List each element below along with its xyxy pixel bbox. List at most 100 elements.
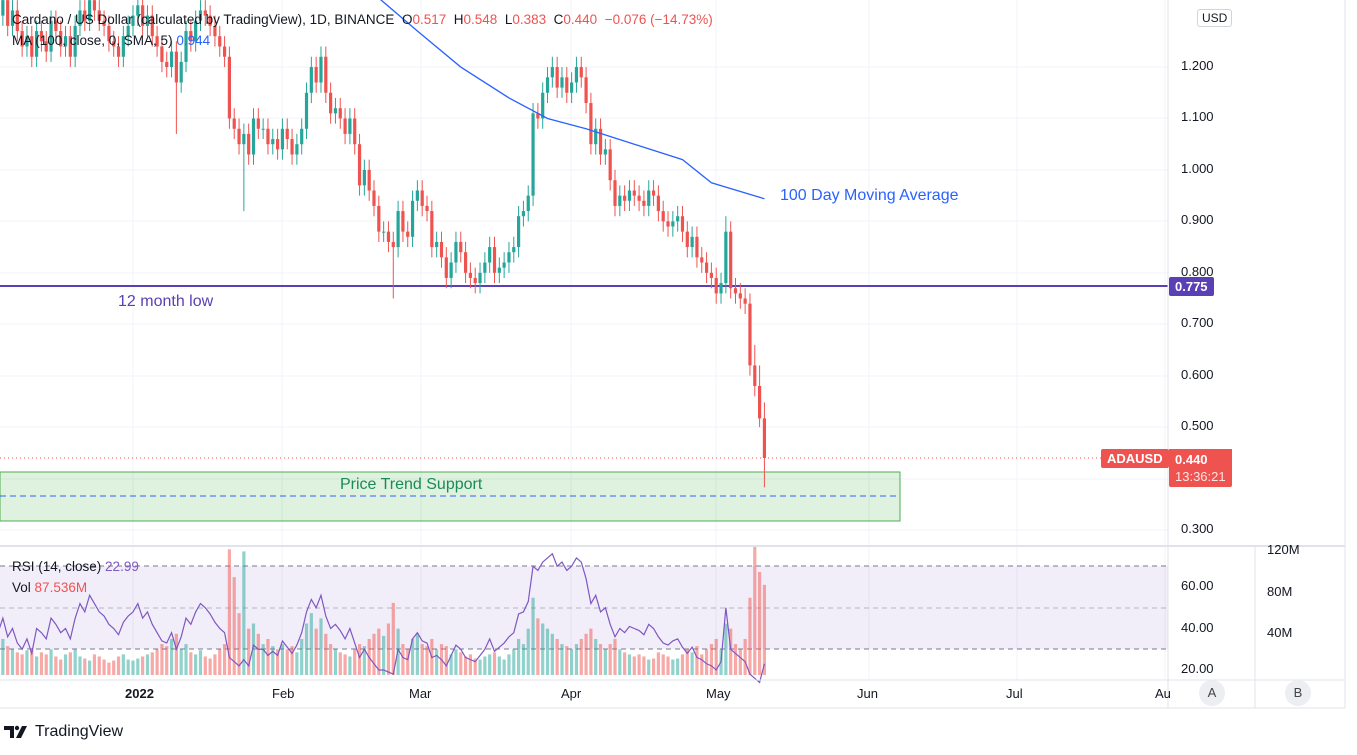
- candle-body: [59, 31, 63, 47]
- candle-body: [758, 385, 762, 419]
- candle: [276, 128, 280, 160]
- volume-bar: [290, 646, 294, 675]
- level-price-tag: 0.775: [1169, 277, 1214, 296]
- candle: [107, 15, 111, 52]
- close-value: 0.440: [563, 12, 598, 27]
- candle: [78, 0, 82, 37]
- candle-body: [295, 144, 299, 155]
- volume-bar: [232, 577, 236, 675]
- low-annotation[interactable]: 12 month low: [118, 293, 214, 310]
- candle: [488, 236, 492, 273]
- volume-bar: [338, 652, 342, 675]
- candle: [10, 0, 15, 37]
- candle: [237, 118, 241, 155]
- candle: [179, 51, 183, 93]
- currency-label[interactable]: USD: [1197, 9, 1233, 27]
- volume-bar: [150, 652, 154, 675]
- candle: [382, 221, 386, 242]
- volume-bar: [304, 623, 309, 675]
- candle: [449, 252, 453, 289]
- volume-bar: [463, 656, 468, 675]
- candle: [753, 344, 757, 397]
- candle-body: [574, 67, 579, 83]
- candle: [695, 226, 699, 268]
- candle: [603, 139, 607, 165]
- volume-bar: [49, 649, 53, 675]
- volume-bar: [54, 656, 58, 675]
- candle-body: [367, 169, 371, 191]
- candle-body: [276, 139, 280, 150]
- volume-bar: [208, 658, 212, 675]
- time-tick: Feb: [272, 686, 295, 701]
- volume-bar: [608, 644, 612, 675]
- candle: [121, 25, 125, 68]
- candle-body: [121, 36, 125, 57]
- scale-button-b[interactable]: B: [1285, 680, 1311, 706]
- candle-body: [589, 103, 593, 145]
- candle: [333, 97, 338, 124]
- vol-legend[interactable]: Vol 87.536M: [12, 580, 87, 595]
- candle-body: [155, 36, 159, 47]
- volume-bar: [136, 658, 140, 675]
- candle: [714, 267, 718, 304]
- tradingview-logo[interactable]: TradingView: [4, 723, 123, 741]
- candle: [357, 133, 362, 196]
- scale-button-a[interactable]: A: [1199, 680, 1225, 706]
- candle: [502, 252, 506, 278]
- volume-bar: [271, 646, 275, 675]
- candle-body: [150, 15, 154, 37]
- candle: [594, 118, 598, 155]
- candle: [386, 221, 391, 253]
- candle: [704, 252, 709, 284]
- ma-annotation[interactable]: 100 Day Moving Average: [780, 187, 959, 204]
- time-tick: Jul: [1006, 686, 1023, 701]
- candle-body: [415, 190, 419, 201]
- volume-bar: [30, 648, 34, 675]
- ma100-line: [380, 0, 765, 200]
- volume-bar: [382, 635, 386, 675]
- candle-body: [208, 15, 212, 26]
- candle: [213, 15, 217, 47]
- volume-bar: [174, 633, 178, 675]
- volume-bar: [651, 658, 656, 675]
- volume-bar: [594, 638, 598, 675]
- last-price: 0.440: [1175, 452, 1208, 467]
- candle: [367, 159, 371, 201]
- candle: [174, 41, 178, 134]
- candle-body: [357, 144, 362, 186]
- volume-bar: [121, 654, 125, 675]
- candle-body: [497, 267, 501, 273]
- candle: [661, 200, 665, 232]
- candle: [83, 0, 87, 32]
- candle-body: [194, 20, 198, 42]
- candle-body: [483, 262, 487, 273]
- volume-bar: [68, 652, 72, 675]
- rsi-legend[interactable]: RSI (14, close) 22.99: [12, 559, 139, 574]
- volume-bar: [454, 649, 458, 675]
- candle-body: [410, 200, 415, 237]
- volume-bar: [574, 644, 579, 675]
- candle-body: [372, 190, 376, 206]
- candle: [623, 185, 627, 212]
- candle-body: [541, 92, 545, 119]
- candle-body: [391, 241, 395, 248]
- candle: [353, 108, 357, 155]
- candle-body: [15, 10, 19, 32]
- candle: [608, 139, 612, 191]
- volume-bar: [39, 652, 44, 675]
- candle: [126, 15, 130, 47]
- candle: [435, 231, 439, 258]
- volume-bar: [729, 628, 733, 675]
- candle-body: [73, 25, 77, 57]
- candle-body: [459, 241, 463, 253]
- ma-legend[interactable]: MA (100, close, 0, SMA, 5) 0.944: [12, 33, 210, 48]
- support-annotation[interactable]: Price Trend Support: [340, 476, 483, 493]
- candle-body: [762, 418, 767, 458]
- candle-body: [719, 283, 723, 294]
- volume-bar: [690, 652, 694, 675]
- candle-body: [724, 231, 728, 284]
- candle: [261, 118, 265, 140]
- volume-bar: [410, 638, 415, 675]
- candle-body: [666, 221, 670, 227]
